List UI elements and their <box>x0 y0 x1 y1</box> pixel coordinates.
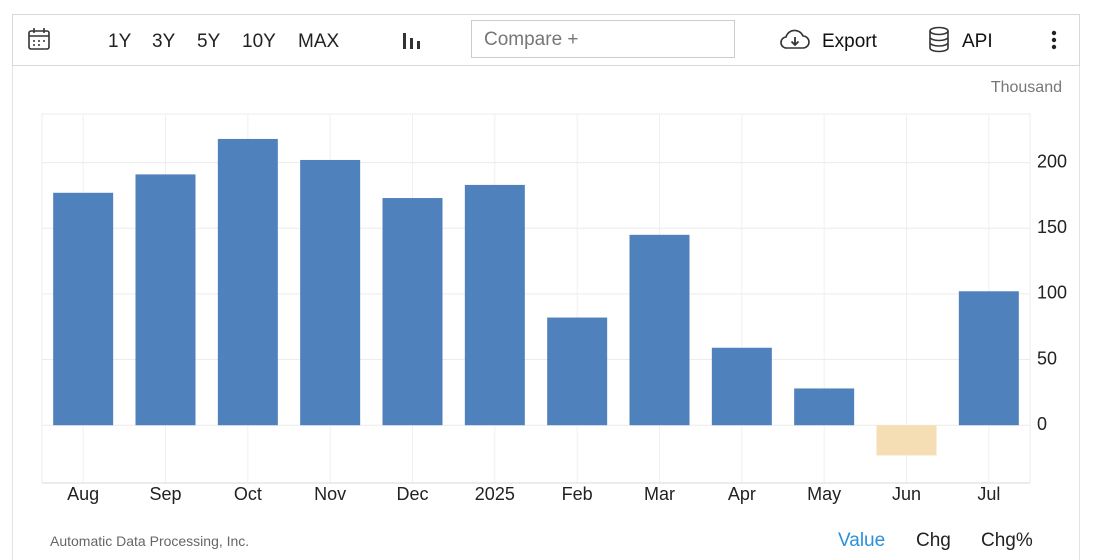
x-tick-label: Mar <box>644 484 675 504</box>
bar <box>794 388 855 426</box>
more-icon[interactable] <box>1049 29 1059 51</box>
bar <box>464 184 525 426</box>
compare-input[interactable]: Compare + <box>471 20 735 58</box>
range-button[interactable]: 10Y <box>242 31 276 52</box>
bar <box>629 234 690 426</box>
x-tick-label: Feb <box>562 484 593 504</box>
x-tick-label: Sep <box>149 484 181 504</box>
export-icon[interactable] <box>779 27 811 53</box>
range-button[interactable]: 1Y <box>108 31 132 52</box>
bar <box>876 425 937 456</box>
chart-type-icon[interactable] <box>401 29 423 51</box>
export-button[interactable]: Export <box>822 31 877 52</box>
source: Automatic Data Processing, Inc. <box>50 533 250 549</box>
x-tick-label: May <box>807 484 841 504</box>
tab[interactable]: Chg% <box>981 530 1033 551</box>
bar <box>711 347 772 426</box>
y-tick-label: 50 <box>1037 348 1057 368</box>
api-button[interactable]: API <box>962 31 993 52</box>
y-tick-label: 200 <box>1037 151 1067 171</box>
calendar-icon[interactable] <box>27 27 51 51</box>
x-tick-label: Aug <box>67 484 99 504</box>
bar <box>547 317 608 426</box>
bar <box>958 291 1019 426</box>
x-tick-label: Jul <box>977 484 1000 504</box>
x-tick-label: Dec <box>396 484 428 504</box>
range-button[interactable]: 3Y <box>152 31 176 52</box>
chart-panel <box>12 66 1080 560</box>
y-tick-label: 100 <box>1037 283 1067 303</box>
bar <box>382 198 443 426</box>
chart: Thousand 0 50 100 150 200 Aug Sep Oct Nov Dec 2025… <box>41 79 1067 504</box>
bar <box>135 174 196 426</box>
tab[interactable]: Value <box>838 530 886 551</box>
x-tick-label: 2025 <box>475 484 515 504</box>
unit-label: Thousand <box>991 79 1062 96</box>
x-tick-label: Oct <box>234 484 262 504</box>
x-tick-label: Jun <box>892 484 921 504</box>
api-icon[interactable] <box>927 26 951 54</box>
y-tick-label: 0 <box>1037 414 1047 434</box>
range-button[interactable]: MAX <box>298 31 340 52</box>
range-button[interactable]: 5Y <box>197 31 221 52</box>
x-tick-label: Apr <box>728 484 756 504</box>
y-tick-label: 150 <box>1037 217 1067 237</box>
bar <box>217 138 278 426</box>
bar <box>53 192 114 426</box>
x-tick-label: Nov <box>314 484 346 504</box>
tab[interactable]: Chg <box>916 530 951 551</box>
bar <box>300 159 361 426</box>
toolbar: 1Y 3Y 5Y 10Y MAX Compare + Export API <box>12 14 1080 66</box>
